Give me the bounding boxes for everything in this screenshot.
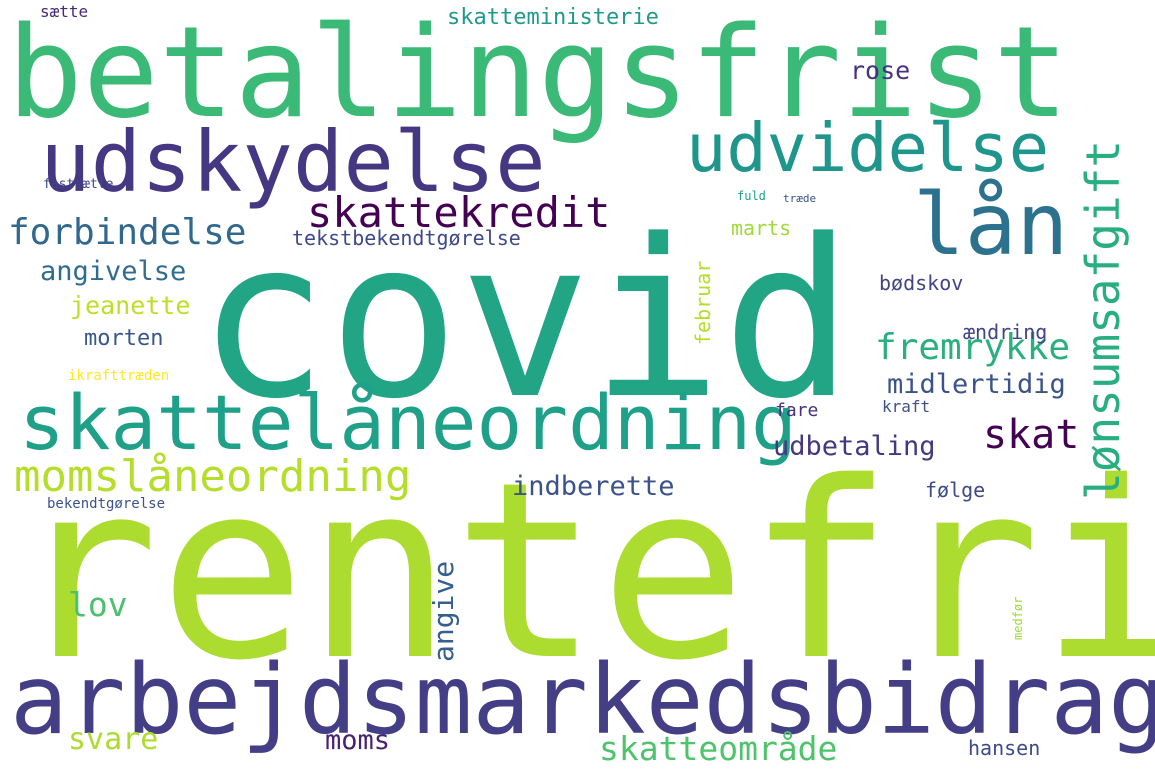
word-angivelse: angivelse bbox=[40, 256, 187, 287]
word-fremrykke: fremrykke bbox=[875, 327, 1071, 368]
word-midlertidig: midlertidig bbox=[887, 369, 1066, 400]
word-skattelaneordning: skattelåneordning bbox=[19, 378, 797, 467]
word-momslaneordning: momslåneordning bbox=[14, 451, 412, 502]
word-lov: lov bbox=[68, 585, 128, 624]
word-fuld: fuld bbox=[737, 189, 766, 203]
word-udbetaling: udbetaling bbox=[773, 431, 936, 462]
word-fare: fare bbox=[775, 400, 819, 421]
word-arbejdsmarkedsbidrag: arbejdsmarkedsbidrag bbox=[10, 644, 1155, 756]
word-bekendtgorelse: bekendtgørelse bbox=[47, 496, 166, 512]
word-angive: angive bbox=[427, 560, 460, 662]
word-tekstbekendtgorelse: tekstbekendtgørelse bbox=[292, 226, 521, 250]
word-folge: følge bbox=[925, 478, 986, 502]
word-saette: sætte bbox=[40, 2, 89, 21]
word-covid: covid bbox=[197, 194, 854, 447]
word-lan: lån bbox=[913, 175, 1069, 275]
word-skat: skat bbox=[983, 412, 1080, 458]
word-marts: marts bbox=[731, 216, 792, 240]
word-skattekredit: skattekredit bbox=[307, 188, 611, 237]
word-betalingsfrist: betalingsfrist bbox=[7, 0, 1070, 146]
word-februar: februar bbox=[691, 260, 715, 345]
word-udvidelse: udvidelse bbox=[686, 109, 1050, 187]
word-indberette: indberette bbox=[512, 471, 675, 502]
word-bodskov: bødskov bbox=[879, 271, 964, 295]
word-skatteministerie: skatteministerie bbox=[447, 5, 659, 30]
word-ikrafttraeden: ikrafttræden bbox=[68, 368, 170, 384]
word-lonsumsafgift: lønsumsafgift bbox=[1076, 139, 1130, 500]
word-rose: rose bbox=[850, 56, 911, 85]
word-moms: moms bbox=[325, 725, 391, 756]
word-hansen: hansen bbox=[968, 736, 1041, 760]
word-traede: træde bbox=[783, 192, 817, 205]
word-morten: morten bbox=[84, 326, 164, 351]
word-medfor: medfør bbox=[1011, 596, 1025, 640]
word-forbindelse: forbindelse bbox=[8, 212, 247, 253]
word-jeanette: jeanette bbox=[70, 291, 191, 320]
word-skatteomrade: skatteområde bbox=[599, 729, 838, 768]
word-fastsaette: fastsætte bbox=[43, 177, 114, 192]
word-aendring: ændring bbox=[963, 320, 1048, 344]
word-kraft: kraft bbox=[882, 397, 931, 416]
word-svare: svare bbox=[68, 722, 159, 757]
word-udskydelse: udskydelse bbox=[40, 113, 546, 211]
word-rentefri: rentefri bbox=[12, 430, 1155, 714]
